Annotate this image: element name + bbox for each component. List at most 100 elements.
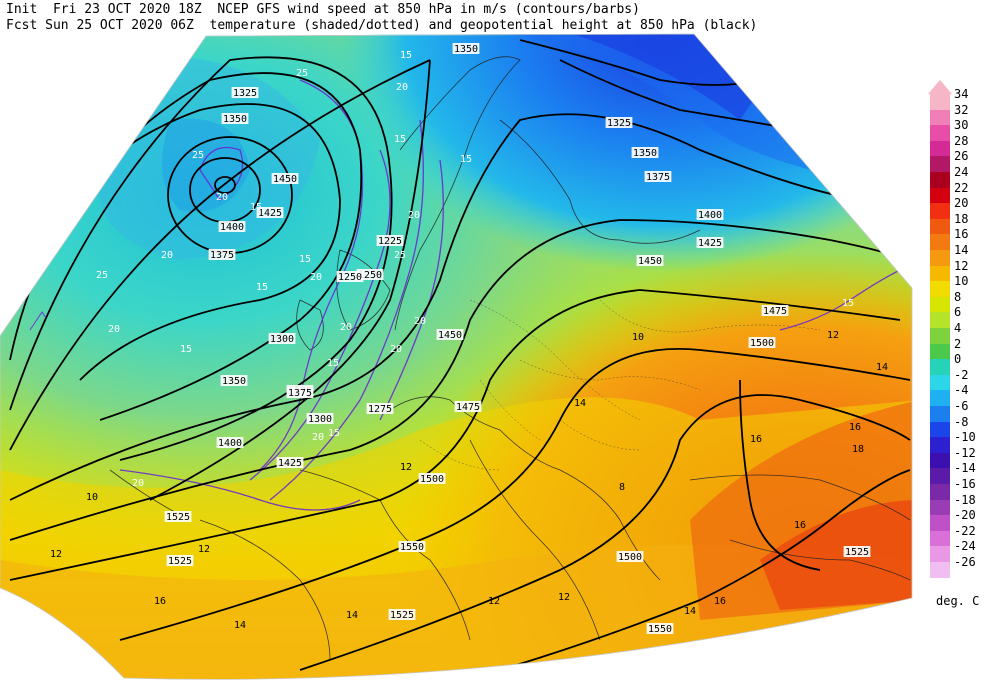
height-label: 1400 [220, 222, 244, 233]
wind-label: 25 [192, 150, 204, 161]
temp-label: 16 [714, 596, 726, 607]
colorbar-swatch [930, 218, 950, 235]
wind-label: 20 [396, 82, 408, 93]
colorbar-swatch [930, 406, 950, 422]
country-borders [419, 299, 821, 471]
temperature-labels: 12 14 16 14 12 10 12 12 14 16 16 18 16 14 12 10 8 12 16 14 [50, 330, 888, 631]
colorbar-label: 14 [954, 243, 969, 257]
temp-label: 14 [574, 398, 586, 409]
colorbar-top-arrow [928, 80, 952, 94]
height-label: 1525 [166, 512, 190, 523]
height-label: 1375 [288, 388, 312, 399]
colorbar-label: 22 [954, 180, 969, 195]
colorbar-label: 8 [954, 289, 962, 304]
height-label: 1475 [456, 402, 480, 413]
colorbar-swatch [930, 250, 950, 266]
colorbar-label: 4 [954, 321, 962, 335]
height-label: 1300 [270, 334, 294, 345]
wind-label: 15 [250, 202, 262, 213]
colorbar-label: -20 [954, 508, 976, 523]
height-label: 1350 [633, 148, 657, 159]
colorbar-swatch [930, 452, 950, 469]
height-label: 1325 [607, 118, 631, 129]
colorbar-swatch [930, 484, 950, 500]
colorbar-swatch [930, 421, 950, 438]
colorbar-label: -18 [954, 492, 976, 507]
wind-label: 20 [414, 316, 426, 327]
colorbar-swatch [930, 390, 950, 406]
colorbar-swatch [930, 312, 950, 328]
height-label: 1325 [233, 88, 257, 99]
height-label: 1450 [273, 174, 297, 185]
chart-header: Init Fri 23 OCT 2020 18Z NCEP GFS wind s… [6, 2, 926, 34]
height-label: 1550 [648, 624, 672, 635]
height-label: 1450 [438, 330, 462, 341]
colorbar-swatch [930, 234, 950, 250]
height-label: 1400 [218, 438, 242, 449]
colorbar-label: -4 [954, 383, 969, 398]
colorbar-swatch [930, 125, 950, 141]
coastlines [109, 56, 911, 661]
wind-label: 20 [312, 432, 324, 443]
height-contours [9, 39, 911, 671]
temp-label: 8 [619, 482, 625, 493]
colorbar-label: -26 [954, 555, 976, 569]
colorbar-label: -16 [954, 477, 976, 491]
wind-label: 20 [310, 272, 322, 283]
colorbar-swatch [930, 203, 950, 219]
height-label: 1550 [400, 542, 424, 553]
colorbar-label: -12 [954, 445, 976, 460]
colorbar-units: deg. C [936, 594, 980, 608]
colorbar-swatch [930, 562, 950, 578]
temp-label: 10 [632, 332, 644, 343]
colorbar-label: 32 [954, 102, 969, 117]
colorbar-swatch [930, 172, 950, 188]
colorbar-label: 28 [954, 133, 969, 148]
wind-label: 20 [132, 478, 144, 489]
temp-label: 14 [346, 610, 358, 621]
colorbar-label: -8 [954, 414, 969, 429]
height-label: 1225 [378, 236, 402, 247]
colorbar-swatch [930, 265, 950, 282]
height-label: 1500 [618, 552, 642, 563]
height-label: 1425 [258, 208, 282, 219]
height-label: 1350 [223, 114, 247, 125]
wind-label: 20 [216, 192, 228, 203]
temp-label: 14 [876, 362, 888, 373]
height-label: 1375 [646, 172, 670, 183]
wind-label: 20 [408, 210, 420, 221]
temp-label: 14 [234, 620, 246, 631]
height-label: 1425 [698, 238, 722, 249]
colorbar-label: 34 [954, 87, 969, 101]
height-label: 1300 [308, 414, 332, 425]
colorbar-swatch [930, 296, 950, 313]
map-svg: 1350132513501375140014251450147515001450… [0, 33, 913, 680]
header-init-line: Init Fri 23 OCT 2020 18Z NCEP GFS wind s… [6, 2, 640, 17]
colorbar-swatch [930, 109, 950, 126]
height-label: 1475 [763, 306, 787, 317]
colorbar-swatch [930, 94, 950, 110]
colorbar-label: -2 [954, 367, 969, 382]
temperature-colorbar: 34 32 30 28 26 24 22 20 18 16 14 12 10 8 6 4 2 0 -2 -4 -6 -8-… [928, 80, 998, 626]
temp-label: 14 [684, 606, 696, 617]
colorbar-label: 6 [954, 305, 962, 320]
wind-speed-labels: 25 15 20 15 15 20 25 20 15 20 15 15 20 20 25 20 15 20 25 20… [96, 50, 854, 489]
wind-label: 15 [299, 254, 311, 265]
colorbar-swatch [930, 515, 950, 531]
height-label: 1275 [368, 404, 392, 415]
wind-label: 15 [460, 154, 472, 165]
temp-label: 16 [154, 596, 166, 607]
height-label: 1400 [698, 210, 722, 221]
colorbar-swatch [930, 156, 950, 172]
colorbar-swatch [930, 343, 950, 360]
height-label: 1250 [338, 272, 362, 283]
colorbar-swatch [930, 140, 950, 157]
wind-label: 15 [327, 358, 339, 369]
height-label: 1425 [278, 458, 302, 469]
colorbar-label: -24 [954, 539, 976, 554]
wind-label: 25 [394, 250, 406, 261]
colorbar-label: -10 [954, 430, 976, 445]
temp-label: 12 [50, 549, 62, 560]
colorbar-label: -22 [954, 523, 976, 538]
colorbar-label: 24 [954, 165, 969, 179]
